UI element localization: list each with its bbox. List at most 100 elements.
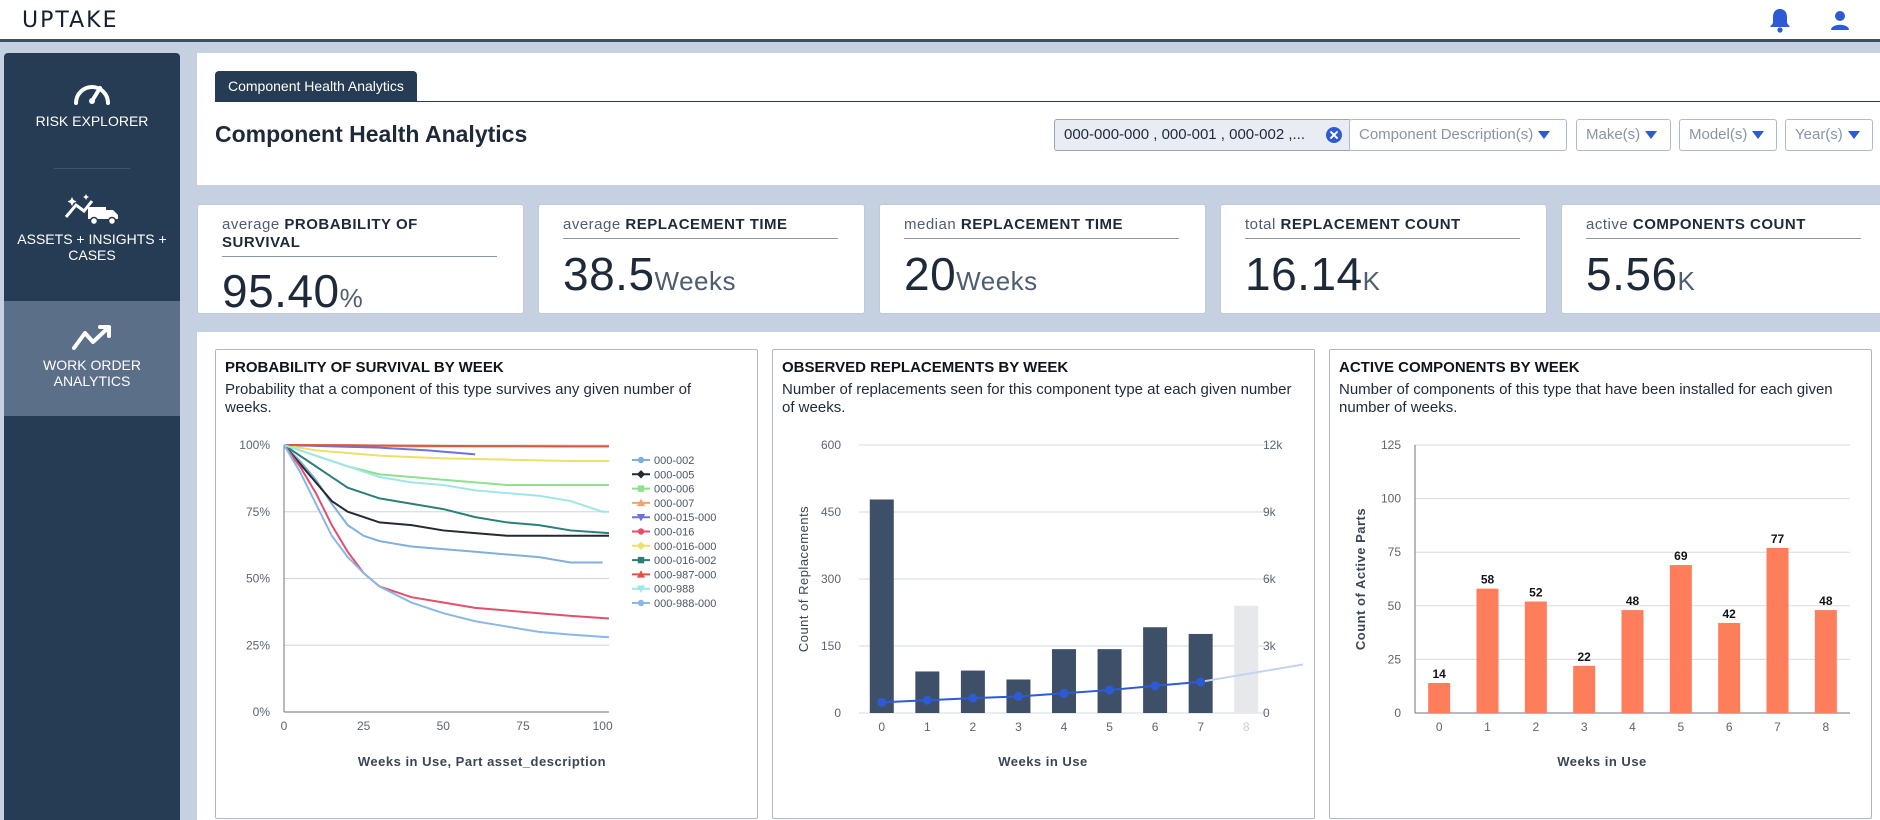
kpi-label: active COMPONENTS COUNT [1586, 216, 1861, 239]
x-tick-label: 1 [924, 720, 931, 734]
bar [869, 499, 894, 713]
data-label: 77 [1771, 532, 1785, 546]
legend-marker [637, 485, 645, 492]
model-dropdown[interactable]: Model(s) [1679, 119, 1777, 151]
x-tick-label: 5 [1677, 720, 1684, 734]
kpi-qualifier: average [563, 216, 621, 233]
y-tick-label: 450 [821, 505, 841, 519]
make-dropdown[interactable]: Make(s) [1576, 119, 1671, 151]
user-icon[interactable] [1826, 6, 1854, 34]
x-tick-label: 75 [516, 719, 530, 733]
caret-down-icon [1847, 131, 1860, 140]
data-label: 48 [1819, 594, 1833, 608]
data-label: 14 [1432, 667, 1446, 681]
kpi-number: 95.40 [222, 265, 340, 317]
y-tick-label: 25 [1388, 652, 1402, 666]
sidebar: RISK EXPLORER ASSETS + INSIGHTS + CASES … [4, 53, 180, 820]
legend-label: 000-005 [654, 469, 694, 481]
kpi-qualifier: median [904, 216, 957, 233]
survival-chart-card: 0% 25% 50% 75% 100% 0 25 50 75 100 Weeks in Use, P… [215, 349, 758, 819]
sidebar-item-label: WORK ORDER ANALYTICS [43, 357, 141, 389]
bell-icon[interactable] [1766, 6, 1794, 34]
kpi-median-replacement-time: median REPLACEMENT TIME 20Weeks [879, 204, 1206, 314]
kpi-average-replacement-time: average REPLACEMENT TIME 38.5Weeks [538, 204, 865, 314]
x-tick-label: 2 [970, 720, 977, 734]
y2-tick-label: 12k [1263, 438, 1283, 452]
data-label: 52 [1529, 586, 1543, 600]
legend-marker [637, 556, 645, 564]
legend-label: 000-016-000 [654, 541, 716, 553]
kpi-qualifier: average [222, 216, 280, 233]
y-tick-label: 0 [1394, 706, 1401, 720]
sidebar-item-assets-insights-cases[interactable]: ASSETS + INSIGHTS + CASES [4, 193, 180, 263]
x-axis-label: Weeks in Use, Part asset_description [358, 754, 606, 769]
y-tick-label: 100% [239, 438, 270, 452]
y-axis-label: Count of Active Parts [1353, 508, 1368, 650]
kpi-unit: Weeks [654, 266, 737, 296]
tab-underline [215, 101, 1880, 102]
x-tick-label: 0 [1436, 720, 1443, 734]
data-label: 58 [1481, 573, 1495, 587]
y-tick-label: 0% [253, 705, 271, 719]
x-tick-label: 100 [593, 719, 613, 733]
y2-tick-label: 0 [1263, 706, 1270, 720]
data-label: 69 [1674, 549, 1688, 563]
bar [1143, 627, 1168, 713]
y-tick-label: 600 [821, 438, 841, 452]
y2-tick-label: 9k [1263, 505, 1277, 519]
truck-sparkle-icon [64, 194, 118, 226]
bar [960, 670, 985, 713]
y-tick-label: 75 [1388, 545, 1402, 559]
tab-component-health-analytics[interactable]: Component Health Analytics [215, 71, 417, 101]
legend-label: 000-006 [654, 484, 694, 496]
series-line [283, 444, 609, 513]
line-point [877, 697, 887, 707]
legend-label: 000-002 [654, 455, 694, 467]
component-description-dropdown[interactable]: Component Description(s) [1349, 119, 1567, 151]
component-description-label: Component Description(s) [1359, 126, 1534, 143]
line-point [1013, 691, 1023, 701]
kpi-metric: REPLACEMENT TIME [960, 216, 1124, 233]
x-tick-label: 6 [1726, 720, 1733, 734]
clear-icon[interactable] [1326, 127, 1342, 143]
part-number-filter[interactable]: 000-000-000 , 000-001 , 000-002 ,... [1054, 119, 1352, 151]
gauge-icon [74, 85, 110, 105]
x-axis-label: Weeks in Use [1557, 754, 1647, 769]
trend-icon [72, 325, 111, 350]
x-tick-label: 7 [1197, 720, 1204, 734]
bar [1766, 547, 1789, 713]
year-label: Year(s) [1795, 126, 1843, 143]
bar [1718, 622, 1741, 713]
x-tick-label: 8 [1243, 720, 1250, 734]
sidebar-item-risk-explorer[interactable]: RISK EXPLORER [4, 75, 180, 129]
uptake-logo[interactable]: UPTAKE [22, 8, 119, 33]
y2-tick-label: 3k [1263, 639, 1277, 653]
bar [1234, 605, 1259, 713]
year-dropdown[interactable]: Year(s) [1785, 119, 1873, 151]
sidebar-item-work-order-analytics[interactable]: WORK ORDER ANALYTICS [4, 301, 180, 416]
kpi-label: total REPLACEMENT COUNT [1245, 216, 1520, 239]
bar [1188, 633, 1213, 713]
caret-down-icon [1538, 131, 1551, 140]
x-tick-label: 1 [1484, 720, 1491, 734]
kpi-label: average PROBABILITY OF SURVIVAL [222, 216, 497, 257]
bar [1428, 682, 1451, 713]
legend-label: 000-988 [654, 584, 694, 596]
survival-chart: 0% 25% 50% 75% 100% 0 25 50 75 100 Weeks in Use, P… [239, 438, 716, 769]
x-tick-label: 0 [281, 719, 288, 733]
active-components-chart-card: 0 25 50 75 100 125 Count of Active Parts 14 0 58 1… [1329, 349, 1872, 819]
bar [915, 671, 940, 713]
y2-tick-label: 6k [1263, 572, 1277, 586]
line-point [1059, 688, 1069, 698]
part-number-filter-value: 000-000-000 , 000-001 , 000-002 ,... [1064, 126, 1306, 143]
top-bar: UPTAKE [0, 0, 1880, 42]
legend-marker [636, 470, 646, 479]
kpi-unit: K [1677, 266, 1696, 296]
kpi-unit: % [339, 283, 364, 313]
chart-title: PROBABILITY OF SURVIVAL BY WEEK [225, 359, 504, 376]
kpi-metric: REPLACEMENT COUNT [1280, 216, 1461, 233]
y-axis-label: Count of Replacements [796, 506, 811, 652]
legend-label: 000-988-000 [654, 598, 716, 610]
y-tick-label: 75% [246, 505, 270, 519]
